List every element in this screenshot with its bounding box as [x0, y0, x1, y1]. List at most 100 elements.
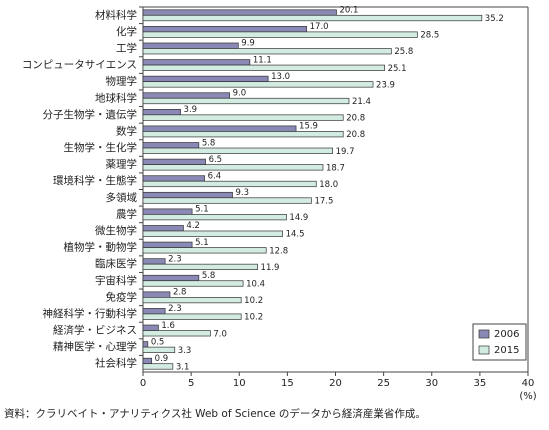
value-label: 15.9	[299, 122, 318, 132]
value-label: 7.0	[213, 329, 227, 339]
bar	[142, 142, 200, 149]
bar	[142, 131, 344, 138]
bar	[142, 108, 181, 116]
value-label: 5.1	[195, 205, 209, 215]
value-label: 14.5	[286, 230, 305, 240]
bar	[142, 208, 193, 215]
value-label: 11.9	[261, 263, 280, 273]
value-label: 3.3	[178, 346, 192, 356]
bar	[142, 241, 193, 248]
x-tick-label: 5	[188, 378, 194, 389]
y-tick-label: 経済学・ビジネス	[53, 324, 137, 337]
y-tick-label: 農学	[116, 207, 137, 220]
bar	[142, 214, 287, 221]
bar	[142, 313, 242, 320]
legend-swatch	[478, 345, 490, 355]
bar	[142, 291, 171, 298]
x-tick-label: 30	[425, 378, 438, 389]
bar	[142, 175, 205, 182]
x-tick-label: 0	[140, 378, 146, 389]
bar	[142, 324, 159, 331]
value-label: 3.1	[176, 362, 190, 372]
value-label: 14.9	[289, 213, 308, 223]
bar	[142, 341, 149, 348]
value-label: 9.0	[233, 89, 247, 99]
y-tick-label: 神経科学・行動科学	[43, 307, 138, 320]
bar	[142, 191, 233, 199]
value-label: 3.9	[184, 105, 198, 115]
bar	[142, 158, 206, 165]
y-tick-label: 材料科学	[95, 8, 137, 21]
y-tick-label: 分子生物学・遺伝学	[43, 108, 138, 121]
value-label: 5.8	[202, 138, 216, 148]
value-label: 1.6	[161, 321, 175, 331]
y-tick-label: 微生物学	[95, 224, 137, 237]
legend-swatch	[478, 329, 490, 339]
value-label: 10.2	[244, 313, 263, 323]
value-label: 9.3	[236, 188, 250, 198]
value-label: 2.3	[168, 254, 182, 264]
x-axis-label: (%)	[519, 391, 536, 402]
legend-label: 2006	[494, 329, 519, 340]
y-tick-label: コンピュータサイエンス	[22, 59, 137, 71]
value-label: 12.8	[269, 246, 288, 256]
bar	[142, 97, 350, 105]
value-label: 10.4	[246, 280, 265, 290]
x-tick-label: 25	[377, 378, 390, 389]
x-tick-label: 35	[474, 378, 487, 389]
bar	[142, 280, 244, 287]
y-tick-label: 精神医学・心理学	[53, 340, 137, 353]
value-label: 0.5	[151, 337, 165, 347]
bar	[142, 230, 283, 237]
bar	[142, 114, 344, 121]
bar	[142, 258, 166, 265]
bar	[142, 42, 239, 49]
y-tick-label: 薬理学	[106, 158, 138, 171]
bar	[142, 48, 392, 55]
bar	[142, 330, 211, 337]
bar	[142, 164, 324, 171]
value-label: 19.7	[336, 147, 355, 157]
y-tick-label: 植物学・動物学	[64, 241, 138, 254]
bar	[142, 147, 333, 154]
value-label: 21.4	[352, 97, 371, 107]
value-label: 5.8	[202, 271, 216, 281]
value-label: 4.2	[186, 221, 200, 231]
bar	[142, 14, 483, 22]
value-label: 5.1	[195, 238, 209, 248]
bar	[142, 197, 312, 204]
value-label: 28.5	[420, 31, 439, 41]
value-label: 20.8	[346, 130, 365, 140]
value-label: 9.9	[241, 39, 255, 49]
legend-label: 2015	[494, 345, 519, 356]
value-label: 20.8	[346, 114, 365, 124]
bar	[142, 363, 174, 370]
x-tick-label: 40	[522, 378, 535, 389]
value-label: 18.7	[326, 163, 345, 173]
value-label: 23.9	[376, 80, 395, 90]
bar	[142, 225, 184, 232]
bar	[142, 31, 418, 38]
bar	[142, 9, 337, 16]
y-tick-label: 臨床医学	[95, 257, 137, 270]
bar	[142, 26, 307, 33]
value-label: 18.0	[319, 180, 338, 190]
y-tick-label: 生物学・生化学	[64, 141, 138, 154]
bar	[142, 180, 317, 188]
bar	[142, 247, 267, 254]
y-tick-label: 免疫学	[106, 290, 138, 303]
y-tick-label: 化学	[116, 25, 137, 38]
y-tick-label: 物理学	[106, 75, 138, 88]
value-label: 11.1	[253, 55, 272, 65]
bar	[142, 81, 374, 88]
x-tick-label: 15	[281, 378, 294, 389]
y-tick-label: 数学	[116, 124, 137, 137]
bar	[142, 274, 200, 282]
x-tick-label: 20	[329, 378, 342, 389]
source-note: 資料：クラリベイト・アナリティクス社 Web of Science のデータから…	[4, 407, 426, 420]
value-label: 13.0	[271, 72, 290, 82]
value-label: 25.1	[388, 64, 407, 74]
bar	[142, 357, 153, 365]
bar	[142, 59, 251, 66]
